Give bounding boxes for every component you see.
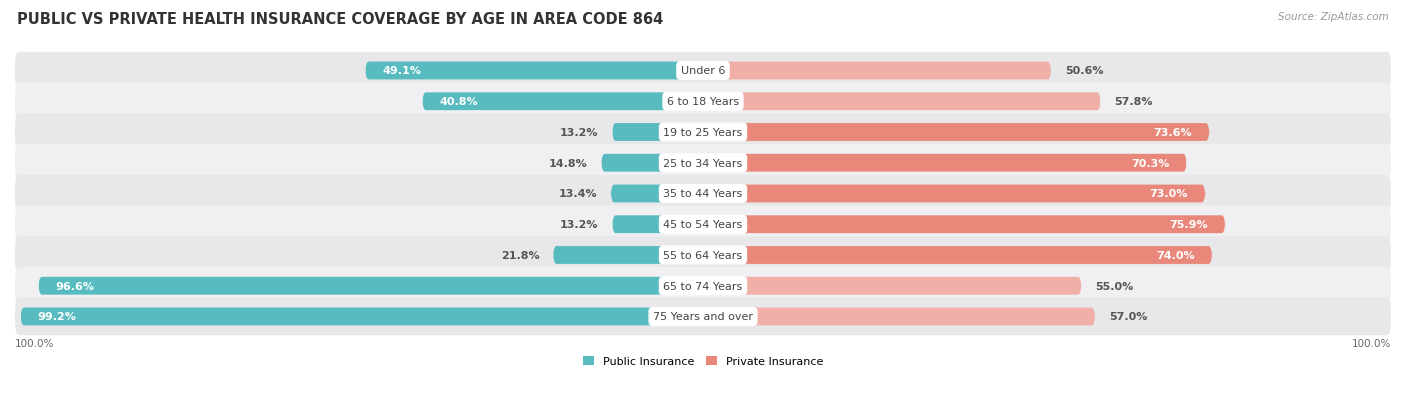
FancyBboxPatch shape	[612, 216, 703, 234]
FancyBboxPatch shape	[612, 124, 703, 142]
Text: 73.0%: 73.0%	[1150, 189, 1188, 199]
Text: PUBLIC VS PRIVATE HEALTH INSURANCE COVERAGE BY AGE IN AREA CODE 864: PUBLIC VS PRIVATE HEALTH INSURANCE COVER…	[17, 12, 664, 27]
FancyBboxPatch shape	[703, 277, 1081, 295]
Text: 96.6%: 96.6%	[56, 281, 94, 291]
FancyBboxPatch shape	[15, 237, 1391, 274]
FancyBboxPatch shape	[15, 114, 1391, 151]
FancyBboxPatch shape	[602, 154, 703, 172]
FancyBboxPatch shape	[553, 247, 703, 264]
FancyBboxPatch shape	[610, 185, 703, 203]
Text: 74.0%: 74.0%	[1156, 250, 1195, 260]
FancyBboxPatch shape	[15, 83, 1391, 121]
FancyBboxPatch shape	[15, 267, 1391, 305]
FancyBboxPatch shape	[703, 308, 1095, 325]
Text: 57.8%: 57.8%	[1115, 97, 1153, 107]
Text: 70.3%: 70.3%	[1130, 158, 1170, 169]
Text: 100.0%: 100.0%	[1351, 338, 1391, 348]
FancyBboxPatch shape	[422, 93, 703, 111]
FancyBboxPatch shape	[366, 62, 703, 80]
Text: 13.2%: 13.2%	[560, 220, 599, 230]
Text: 75.9%: 75.9%	[1170, 220, 1208, 230]
FancyBboxPatch shape	[703, 62, 1052, 80]
FancyBboxPatch shape	[703, 216, 1225, 234]
Text: 65 to 74 Years: 65 to 74 Years	[664, 281, 742, 291]
Text: 14.8%: 14.8%	[548, 158, 588, 169]
Legend: Public Insurance, Private Insurance: Public Insurance, Private Insurance	[579, 351, 827, 371]
Text: 57.0%: 57.0%	[1109, 312, 1147, 322]
FancyBboxPatch shape	[15, 145, 1391, 182]
Text: 6 to 18 Years: 6 to 18 Years	[666, 97, 740, 107]
Text: 13.4%: 13.4%	[558, 189, 598, 199]
FancyBboxPatch shape	[38, 277, 703, 295]
Text: 35 to 44 Years: 35 to 44 Years	[664, 189, 742, 199]
Text: Source: ZipAtlas.com: Source: ZipAtlas.com	[1278, 12, 1389, 22]
FancyBboxPatch shape	[15, 176, 1391, 213]
Text: 45 to 54 Years: 45 to 54 Years	[664, 220, 742, 230]
Text: 75 Years and over: 75 Years and over	[652, 312, 754, 322]
Text: 55 to 64 Years: 55 to 64 Years	[664, 250, 742, 260]
Text: 55.0%: 55.0%	[1095, 281, 1133, 291]
Text: 100.0%: 100.0%	[15, 338, 55, 348]
Text: 21.8%: 21.8%	[501, 250, 540, 260]
Text: 13.2%: 13.2%	[560, 128, 599, 138]
FancyBboxPatch shape	[703, 185, 1205, 203]
FancyBboxPatch shape	[15, 206, 1391, 243]
FancyBboxPatch shape	[15, 52, 1391, 90]
FancyBboxPatch shape	[703, 124, 1209, 142]
FancyBboxPatch shape	[703, 154, 1187, 172]
Text: 40.8%: 40.8%	[440, 97, 478, 107]
FancyBboxPatch shape	[21, 308, 703, 325]
FancyBboxPatch shape	[703, 247, 1212, 264]
Text: 50.6%: 50.6%	[1064, 66, 1104, 76]
Text: 19 to 25 Years: 19 to 25 Years	[664, 128, 742, 138]
Text: 99.2%: 99.2%	[38, 312, 76, 322]
Text: 73.6%: 73.6%	[1153, 128, 1192, 138]
FancyBboxPatch shape	[15, 298, 1391, 335]
Text: Under 6: Under 6	[681, 66, 725, 76]
Text: 49.1%: 49.1%	[382, 66, 422, 76]
Text: 25 to 34 Years: 25 to 34 Years	[664, 158, 742, 169]
FancyBboxPatch shape	[703, 93, 1101, 111]
